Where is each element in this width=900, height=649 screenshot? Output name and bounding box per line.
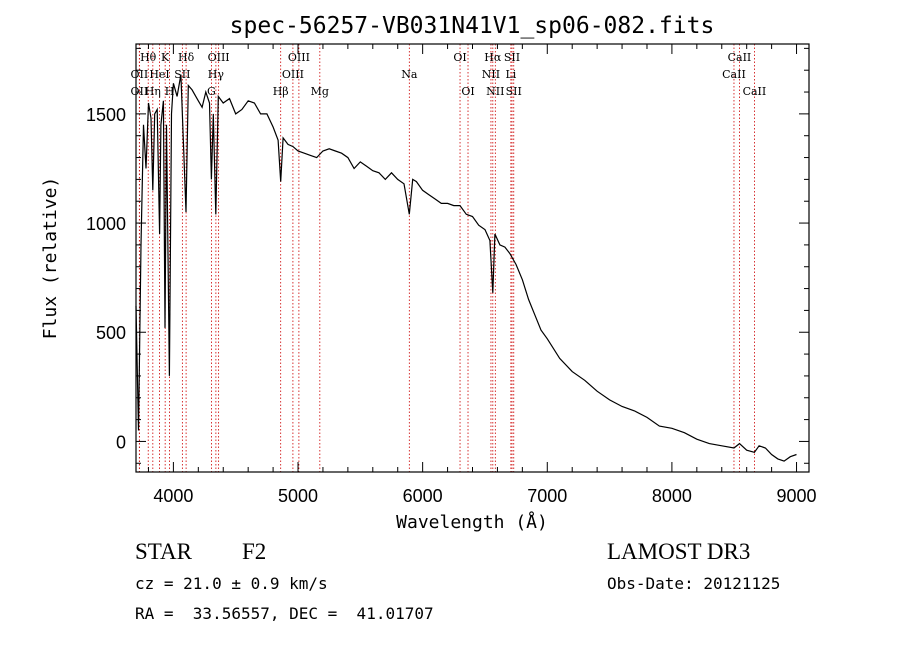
x-tick-label: 5000 bbox=[278, 486, 318, 506]
spectral-line-label: OIII bbox=[208, 51, 230, 64]
y-tick-label: 0 bbox=[116, 432, 126, 452]
spectral-line-label: G bbox=[207, 85, 216, 98]
y-axis-label: Flux (relative) bbox=[40, 177, 61, 340]
x-tick-label: 9000 bbox=[777, 486, 817, 506]
spectral-line-label: OI bbox=[461, 85, 474, 98]
spectral-line-label: SII bbox=[506, 85, 522, 98]
spectral-line-label: NII bbox=[482, 68, 500, 81]
spectral-line-label: OI bbox=[453, 51, 466, 64]
spectral-line-label: Hη bbox=[145, 85, 161, 98]
x-tick-label: 8000 bbox=[652, 486, 692, 506]
x-tick-label: 7000 bbox=[527, 486, 567, 506]
spectral-line-label: Mg bbox=[311, 85, 329, 98]
x-tick-label: 6000 bbox=[403, 486, 443, 506]
spectral-line-label: H bbox=[165, 85, 175, 98]
spectral-line-label: SII bbox=[504, 51, 520, 64]
spectral-line-label: Hα bbox=[484, 51, 502, 64]
spectral-line-label: Hδ bbox=[178, 51, 195, 64]
object-subclass: F2 bbox=[242, 539, 267, 564]
spectral-line-markers bbox=[138, 44, 755, 472]
spectral-line-label: Hγ bbox=[208, 68, 225, 81]
redshift-cz: cz = 21.0 ± 0.9 km/s bbox=[135, 574, 328, 593]
survey-name: LAMOST DR3 bbox=[607, 539, 751, 564]
x-axis-label: Wavelength (Å) bbox=[396, 511, 548, 533]
spectral-line-label: CaII bbox=[743, 85, 767, 98]
spectral-line-label: K bbox=[161, 51, 170, 64]
spectral-line-label: CaII bbox=[728, 51, 752, 64]
y-tick-label: 500 bbox=[96, 323, 126, 343]
spectral-line-label: Hθ bbox=[140, 51, 157, 64]
spectral-line-label: OIII bbox=[288, 51, 310, 64]
spectral-line-label: OII bbox=[131, 85, 149, 98]
spectral-line-label: OIII bbox=[282, 68, 304, 81]
spectral-line-label: CaII bbox=[722, 68, 746, 81]
spectral-line-label: Na bbox=[401, 68, 418, 81]
y-tick-label: 1000 bbox=[86, 214, 126, 234]
chart-title: spec-56257-VB031N41V1_sp06-082.fits bbox=[230, 13, 715, 39]
spectral-line-label: Hβ bbox=[273, 85, 289, 98]
spectral-line-label: OII bbox=[131, 68, 149, 81]
y-tick-label: 1500 bbox=[86, 105, 126, 125]
spectrum-chart: spec-56257-VB031N41V1_sp06-082.fits Hθ OI… bbox=[40, 13, 817, 533]
x-tick-label: 4000 bbox=[153, 486, 193, 506]
x-axis-ticks: 4000 5000 6000 7000 8000 9000 bbox=[147, 44, 817, 506]
y-axis-ticks: 0 500 1000 1500 bbox=[86, 47, 809, 464]
spectral-line-label: HeI bbox=[149, 68, 169, 81]
spectral-line-label: Li bbox=[505, 68, 516, 81]
spectral-line-label: SII bbox=[174, 68, 190, 81]
spectrum-series-line bbox=[135, 74, 797, 462]
plot-frame bbox=[135, 43, 810, 473]
spectral-line-label: NII bbox=[486, 85, 504, 98]
observation-date: Obs-Date: 20121125 bbox=[607, 574, 781, 593]
coordinates: RA = 33.56557, DEC = 41.01707 bbox=[135, 604, 434, 623]
spectral-line-labels: Hθ OII OII K HeI Hη Hδ SII H OIII Hγ G OIII OIII Hβ Mg N… bbox=[131, 51, 767, 98]
object-class: STAR bbox=[135, 539, 192, 564]
